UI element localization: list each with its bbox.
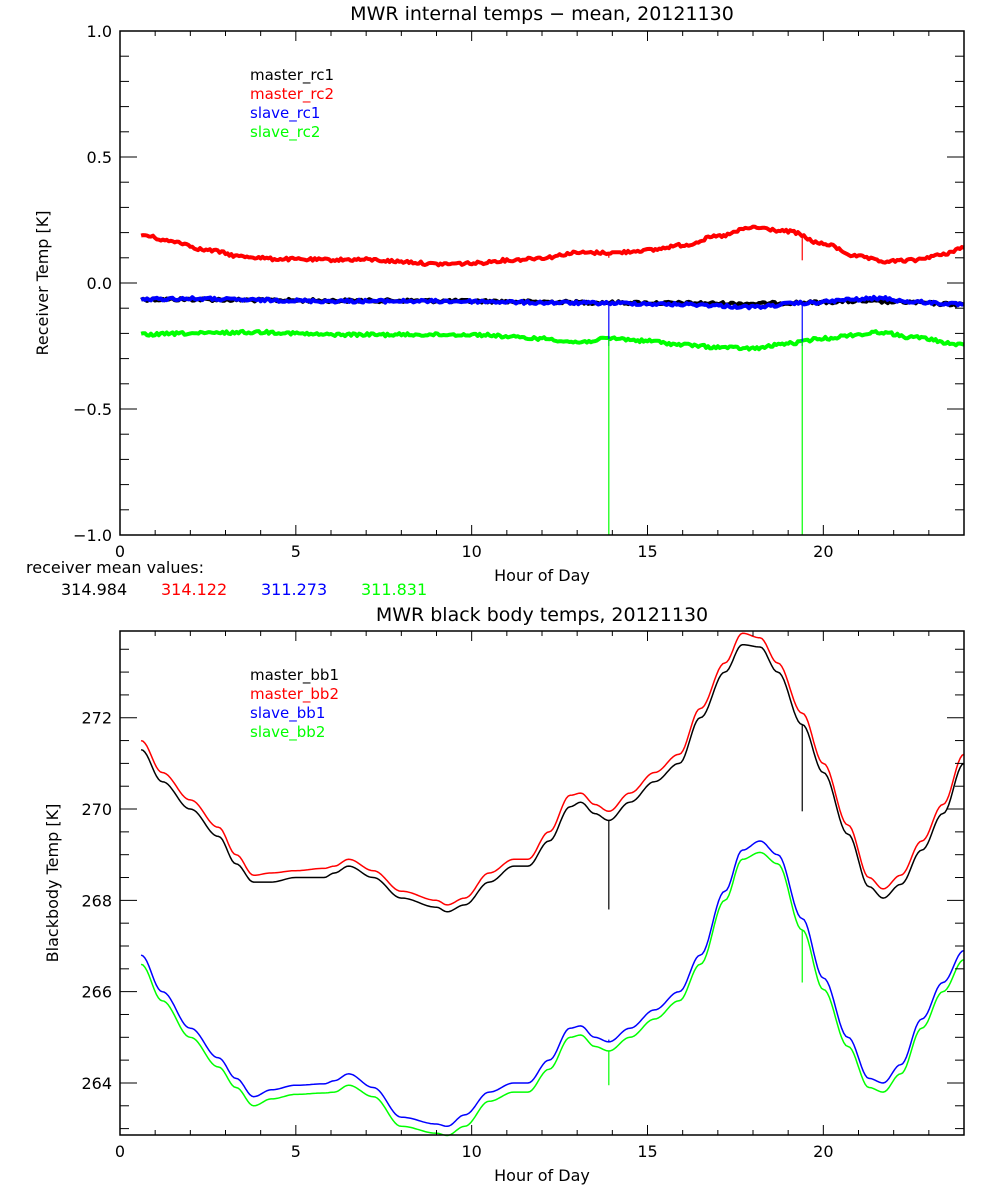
mean-value: 311.831 <box>361 580 427 599</box>
y-tick-label: −1.0 <box>73 526 112 545</box>
x-tick-label: 15 <box>637 1142 657 1161</box>
legend-entry: slave_bb1 <box>250 704 325 723</box>
mean-value: 314.122 <box>161 580 227 599</box>
legend-entry: slave_bb2 <box>250 723 325 742</box>
y-tick-label: 1.0 <box>87 22 112 41</box>
y-tick-label: −0.5 <box>73 400 112 419</box>
x-tick-label: 15 <box>637 542 657 561</box>
x-tick-label: 10 <box>461 542 481 561</box>
series-line-slave-bb1 <box>140 840 965 1128</box>
y-tick-label: 272 <box>81 709 112 728</box>
axis-ticks: 0 5 10 15 20 −1.0 −0.5 0.0 0.5 1.0 <box>73 22 965 561</box>
plot-lines <box>140 632 965 1137</box>
x-axis-label: Hour of Day <box>494 566 590 585</box>
mean-values-label: receiver mean values: <box>26 558 204 577</box>
axis-ticks: 0 5 10 15 20 264 266 268 270 272 <box>81 631 965 1161</box>
x-tick-label: 10 <box>461 1142 481 1161</box>
x-tick-label: 20 <box>813 542 833 561</box>
series-line-master-bb2 <box>140 632 965 906</box>
legend-entry: master_rc2 <box>250 85 334 104</box>
series-line-slave-rc1 <box>140 294 965 311</box>
legend-entry: master_bb1 <box>250 666 339 685</box>
x-tick-label: 5 <box>291 1142 301 1161</box>
x-tick-label: 5 <box>291 542 301 561</box>
x-axis-label: Hour of Day <box>494 1166 590 1185</box>
series-line-master-bb1 <box>140 643 965 913</box>
y-tick-label: 268 <box>81 891 112 910</box>
y-tick-label: 0.0 <box>87 274 112 293</box>
x-tick-label: 0 <box>115 1142 125 1161</box>
series-line-slave-rc2 <box>140 328 965 352</box>
mean-value: 311.273 <box>261 580 327 599</box>
legend-entry: master_rc1 <box>250 66 334 85</box>
chart-title: MWR internal temps − mean, 20121130 <box>350 3 734 25</box>
y-axis-label: Receiver Temp [K] <box>33 210 52 355</box>
legend-entry: slave_rc1 <box>250 104 320 123</box>
plot-lines <box>140 224 965 535</box>
plot-frame <box>119 30 965 536</box>
x-tick-label: 0 <box>115 542 125 561</box>
y-tick-label: 264 <box>81 1074 112 1093</box>
legend: master_bb1 master_bb2 slave_bb1 slave_bb… <box>250 666 339 742</box>
mean-value: 314.984 <box>61 580 127 599</box>
legend-entry: slave_rc2 <box>250 123 320 142</box>
y-axis-label: Blackbody Temp [K] <box>43 804 62 963</box>
plot-frame <box>119 630 965 1136</box>
x-tick-label: 20 <box>813 1142 833 1161</box>
series-line-slave-bb2 <box>140 851 965 1137</box>
legend: master_rc1 master_rc2 slave_rc1 slave_rc… <box>250 66 334 142</box>
y-tick-label: 266 <box>81 983 112 1002</box>
series-line-master-rc2 <box>140 224 965 268</box>
legend-entry: master_bb2 <box>250 685 339 704</box>
y-tick-label: 270 <box>81 800 112 819</box>
blackbody-temp-panel: MWR black body temps, 20121130 0 5 10 15 20 2… <box>43 604 965 1185</box>
receiver-temp-panel: MWR internal temps − mean, 20121130 0 5 10… <box>26 3 965 599</box>
y-tick-label: 0.5 <box>87 148 112 167</box>
chart-title: MWR black body temps, 20121130 <box>376 604 708 626</box>
